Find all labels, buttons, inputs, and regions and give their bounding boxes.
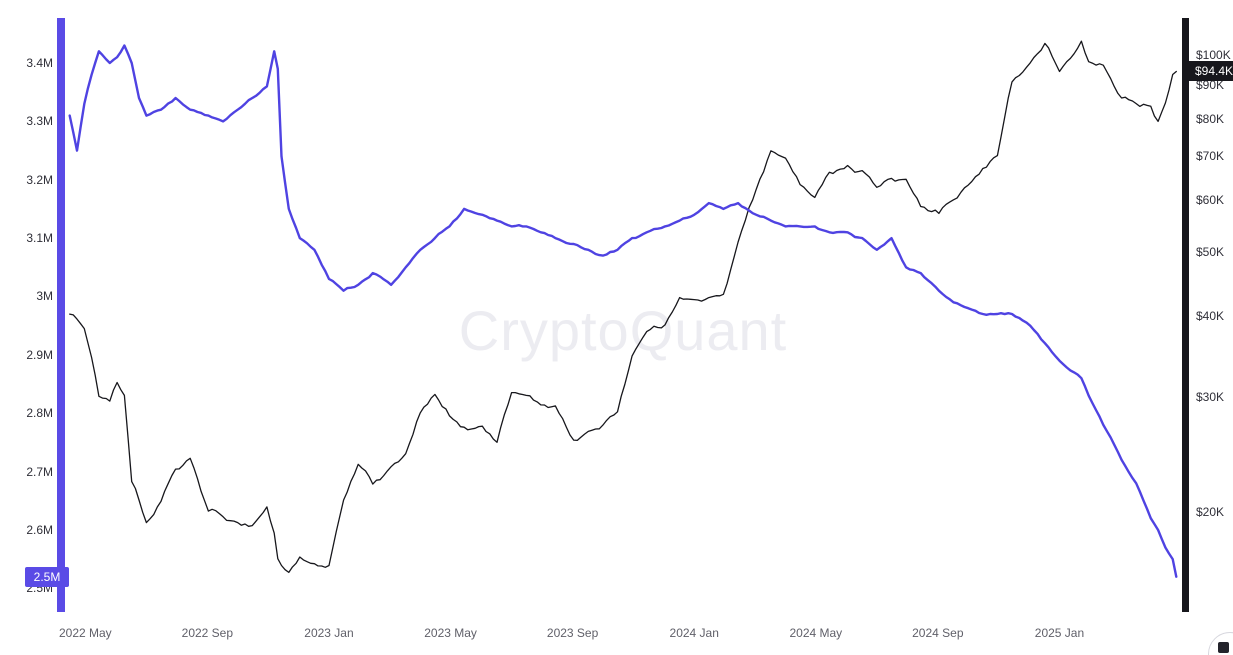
cryptoquant-watermark: CryptoQuant	[458, 299, 788, 362]
left-axis-tick-label: 2.7M	[26, 464, 53, 479]
x-axis-tick-label: 2024 Sep	[912, 626, 964, 640]
left-axis-tick-label: 2.6M	[26, 522, 53, 537]
right-axis-tick-label: $40K	[1196, 308, 1225, 323]
right-axis-tick-label: $20K	[1196, 505, 1225, 520]
left-axis-tick-label: 3M	[36, 289, 53, 304]
left-axis-tick-label: 2.8M	[26, 406, 53, 421]
price-current-value-badge: $94.4K	[1187, 61, 1233, 82]
x-axis-tick-label: 2023 May	[424, 626, 477, 640]
right-axis-tick-label: $70K	[1196, 149, 1225, 164]
left-axis-tick-label: 3.4M	[26, 56, 53, 71]
right-axis-bar	[1182, 18, 1189, 612]
right-axis-tick-label: $100K	[1196, 48, 1231, 63]
reserve-current-value-badge: 2.5M	[25, 566, 69, 587]
x-axis-tick-label: 2024 May	[789, 626, 843, 640]
left-axis-tick-label: 3.2M	[26, 172, 53, 187]
price-line-series[interactable]	[69, 40, 1177, 574]
right-axis-tick-label: $80K	[1196, 111, 1225, 126]
left-axis-bar	[57, 18, 65, 612]
x-axis-tick-label: 2023 Jan	[304, 626, 354, 640]
right-axis-tick-label: $30K	[1196, 390, 1225, 405]
reserve-line-series[interactable]	[68, 44, 1178, 578]
right-axis-tick-label: $60K	[1196, 193, 1225, 208]
x-axis-tick-label: 2025 Jan	[1034, 626, 1085, 640]
left-axis-tick-label: 3.3M	[26, 114, 53, 129]
left-axis-tick-label: 3.1M	[26, 231, 53, 246]
x-axis-tick-label: 2024 Jan	[669, 626, 719, 640]
right-axis-tick-label: $50K	[1196, 245, 1225, 260]
cryptoquant-logo-icon	[1218, 642, 1229, 653]
x-axis-tick-label: 2022 May	[58, 626, 112, 640]
x-axis-tick-label: 2023 Sep	[546, 626, 599, 640]
right-axis-tick-label: $90K	[1196, 78, 1225, 93]
x-axis-tick-label: 2022 Sep	[181, 626, 234, 640]
left-axis-tick-label: 2.9M	[26, 347, 53, 362]
